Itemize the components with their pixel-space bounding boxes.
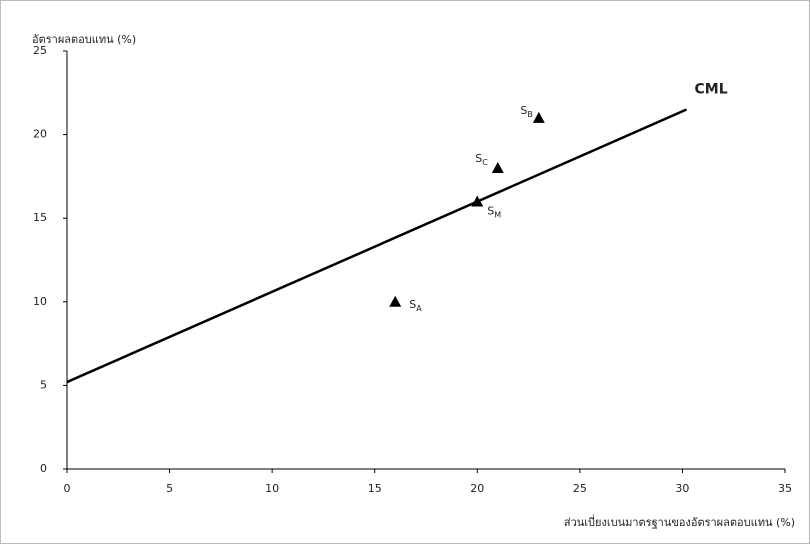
point-label-sub: C: [482, 158, 488, 167]
x-tick-label: 10: [265, 482, 279, 495]
x-tick-label: 35: [778, 482, 792, 495]
y-tick-label: 20: [33, 128, 47, 141]
line-label: CML: [695, 82, 728, 98]
point-label-main: S: [409, 298, 416, 311]
point-label-main: S: [520, 104, 527, 117]
x-tick-label: 20: [470, 482, 484, 495]
x-tick-label: 15: [368, 482, 382, 495]
x-tick-label: 5: [166, 482, 173, 495]
point-label-main: S: [487, 204, 494, 217]
y-tick-label: 25: [33, 44, 47, 57]
x-tick-label: 0: [64, 482, 71, 495]
x-axis-label: ส่วนเบี่ยงเบนมาตรฐานของอัตราผลตอบแทน (%): [564, 514, 795, 529]
x-tick-label: 25: [573, 482, 587, 495]
x-tick-label: 30: [675, 482, 689, 495]
point-label-sub: M: [494, 210, 501, 219]
chart: อัตราผลตอบแทน (%) ส่วนเบี่ยงเบนมาตรฐานขอ…: [0, 0, 810, 544]
y-tick-label: 15: [33, 211, 47, 224]
point-label-sub: B: [527, 109, 533, 118]
y-tick-label: 5: [40, 378, 47, 391]
point-label-sub: A: [416, 303, 422, 312]
y-tick-label: 0: [40, 462, 47, 475]
point-label-main: S: [475, 152, 482, 165]
frame: [1, 1, 810, 544]
y-tick-label: 10: [33, 295, 47, 308]
page: {"chart_data": {"type": "scatter", "y_la…: [0, 0, 810, 544]
y-axis-label: อัตราผลตอบแทน (%): [32, 33, 136, 46]
